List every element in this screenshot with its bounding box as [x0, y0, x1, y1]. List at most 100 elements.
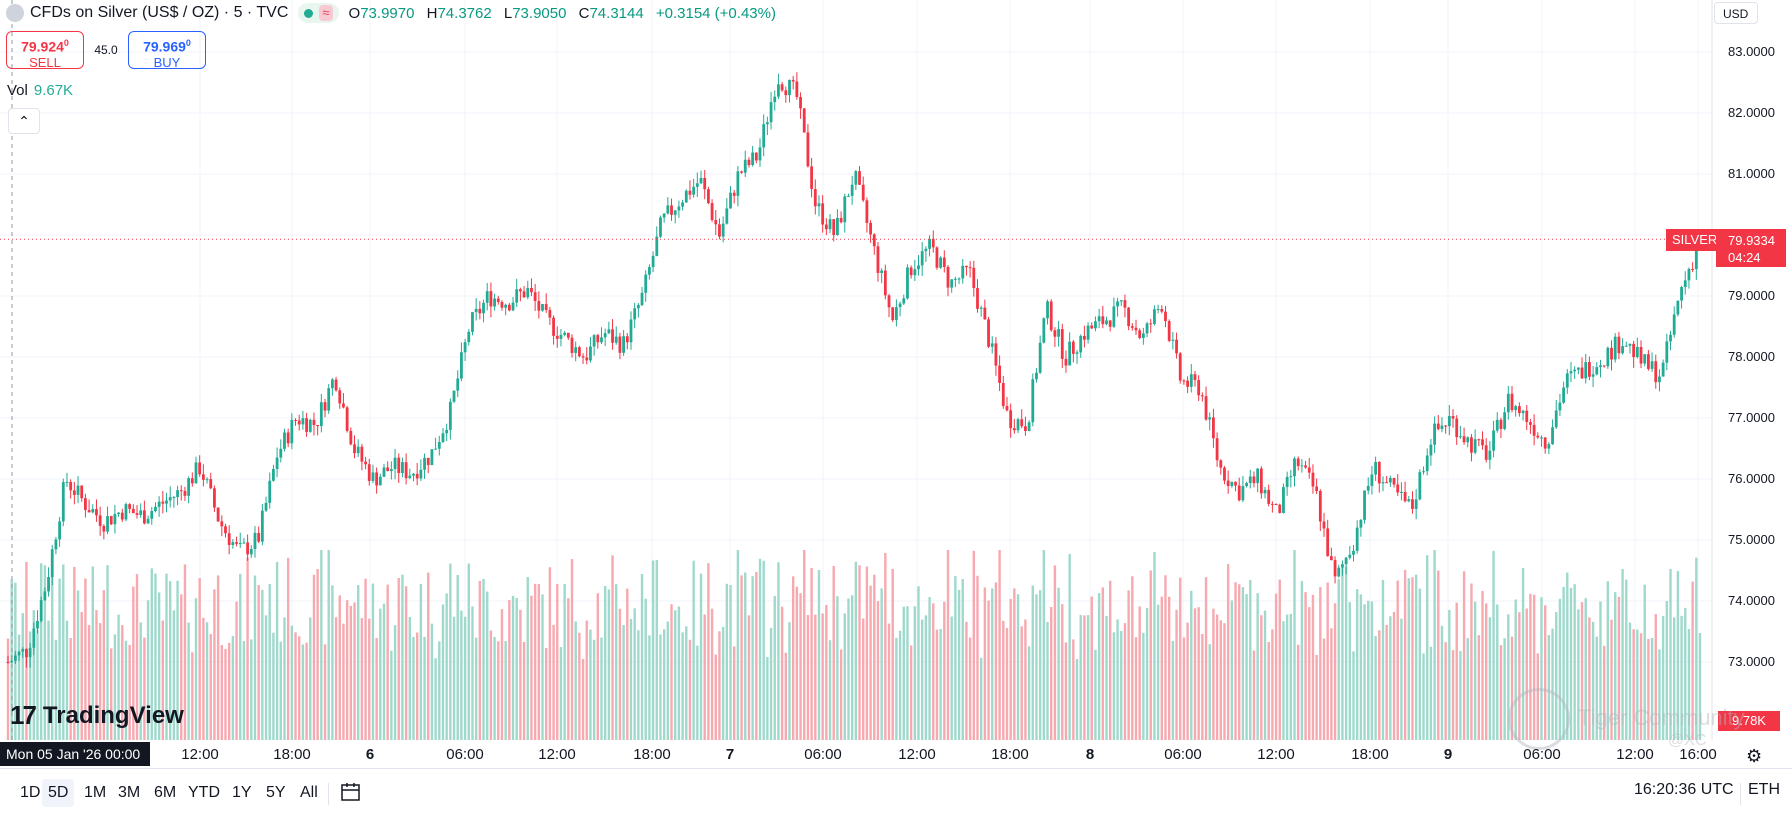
- volume-bar: [950, 616, 953, 740]
- symbol-price-tag: SILVER: [1666, 229, 1724, 251]
- candle-body: [965, 265, 968, 268]
- candle-body: [165, 500, 168, 504]
- candle-body: [235, 542, 238, 544]
- volume-bar: [154, 573, 157, 740]
- volume-bar: [1293, 550, 1296, 740]
- volume-bar: [810, 567, 813, 740]
- candle-body: [445, 429, 449, 434]
- volume-bar: [143, 637, 146, 740]
- candle-body: [1071, 341, 1075, 354]
- candle-body: [1470, 437, 1473, 453]
- volume-bar: [596, 593, 600, 740]
- volume-bar: [799, 593, 802, 740]
- candle-body: [828, 219, 832, 230]
- settings-gear-icon[interactable]: ⚙: [1746, 746, 1763, 766]
- watermark: Tiger Community @XC: [1508, 688, 1745, 750]
- tradingview-logo[interactable]: 17 TradingView: [10, 700, 184, 730]
- volume-bar: [1389, 616, 1392, 740]
- volume-bar: [187, 622, 190, 740]
- candle-body: [496, 298, 500, 303]
- candle-body: [998, 365, 1002, 383]
- session-toggle[interactable]: ETH: [1748, 781, 1780, 798]
- volume-bar: [191, 652, 194, 740]
- candle-body: [1300, 465, 1304, 467]
- volume-bar: [1094, 649, 1097, 740]
- candle-body: [183, 490, 187, 496]
- volume-bar: [1669, 569, 1672, 740]
- time-axis[interactable]: 12:00 18:00 6 06:00 12:00 18:00 7 06:00 12:00 18:…: [0, 740, 1792, 768]
- volume-bar: [865, 566, 869, 740]
- candle-body: [913, 269, 917, 276]
- candle-body: [1057, 329, 1060, 337]
- volume-bar: [1488, 617, 1492, 740]
- candle-body: [1156, 308, 1160, 310]
- volume-bar: [1684, 607, 1687, 740]
- volume-bar: [128, 644, 131, 740]
- candle-body: [32, 628, 36, 648]
- volume-legend[interactable]: Vol 9.67K: [7, 82, 74, 99]
- candle-body: [1547, 444, 1551, 449]
- range-button-1y[interactable]: 1Y: [232, 784, 252, 801]
- candle-body: [1495, 419, 1499, 431]
- trade-panel: 79.9240 SELL 45.0 79.9690 BUY: [6, 31, 206, 70]
- volume-bar: [688, 639, 692, 740]
- volume-bar: [1687, 629, 1691, 740]
- date-range-calendar-icon[interactable]: [340, 781, 362, 803]
- candle-body: [50, 549, 54, 577]
- range-button-all[interactable]: All: [300, 784, 318, 801]
- volume-bar: [1414, 574, 1418, 740]
- volume-bar: [1650, 637, 1654, 740]
- candle-body: [25, 648, 28, 658]
- candle-body: [334, 379, 338, 391]
- buy-button[interactable]: 79.9690 BUY: [128, 31, 206, 70]
- bottom-toolbar: 1D 5D 1M 3M 6M YTD 1Y 5Y All 16:20:36 UTC ETH: [0, 768, 1792, 817]
- volume-bar: [106, 565, 109, 740]
- candle-body: [504, 304, 508, 308]
- volume-bar: [165, 573, 168, 740]
- utc-clock[interactable]: 16:20:36 UTC: [1634, 781, 1734, 798]
- candle-body: [1234, 481, 1237, 486]
- range-button-1m[interactable]: 1M: [84, 784, 107, 801]
- volume-bar: [954, 576, 957, 740]
- candle-body: [489, 291, 493, 307]
- volume-bar: [836, 596, 839, 740]
- volume-bar: [920, 619, 924, 740]
- volume-bar: [146, 600, 150, 740]
- price-chart[interactable]: [0, 0, 1792, 740]
- sell-button[interactable]: 79.9240 SELL: [6, 31, 84, 70]
- candle-body: [150, 511, 154, 519]
- time-tick-label: 6: [365, 746, 375, 763]
- price-tick-label: 77.0000: [1728, 410, 1775, 425]
- candle-body: [412, 473, 415, 476]
- range-button-3m[interactable]: 3M: [118, 784, 141, 801]
- volume-bar: [1083, 615, 1086, 740]
- range-button-5y[interactable]: 5Y: [266, 784, 286, 801]
- volume-bar: [1182, 637, 1186, 740]
- volume-bar: [1274, 593, 1278, 740]
- range-button-1d[interactable]: 1D: [20, 784, 41, 801]
- volume-bar: [578, 632, 581, 740]
- volume-bar: [408, 616, 412, 740]
- currency-selector[interactable]: USD: [1714, 2, 1758, 24]
- range-button-6m[interactable]: 6M: [154, 784, 177, 801]
- candle-body: [843, 196, 847, 223]
- volume-bar: [1079, 614, 1082, 740]
- range-button-ytd[interactable]: YTD: [188, 784, 220, 801]
- candle-body: [1599, 365, 1602, 368]
- range-button-5d[interactable]: 5D: [42, 779, 75, 807]
- volume-bar: [707, 563, 710, 740]
- volume-bar: [1433, 550, 1436, 740]
- collapse-legend-button[interactable]: ⌃: [8, 108, 40, 134]
- volume-bar: [202, 617, 205, 740]
- volume-bar: [515, 597, 518, 740]
- market-status[interactable]: ≈: [298, 3, 339, 23]
- volume-bar: [721, 626, 725, 740]
- volume-bar: [371, 583, 375, 740]
- candle-body: [894, 307, 898, 321]
- volume-bar: [76, 590, 80, 740]
- candle-body: [1090, 325, 1094, 329]
- symbol-title[interactable]: CFDs on Silver (US$ / OZ) · 5 · TVC: [30, 4, 289, 21]
- candle-body: [1532, 424, 1536, 436]
- candle-body: [1348, 554, 1352, 558]
- candle-body: [710, 203, 714, 220]
